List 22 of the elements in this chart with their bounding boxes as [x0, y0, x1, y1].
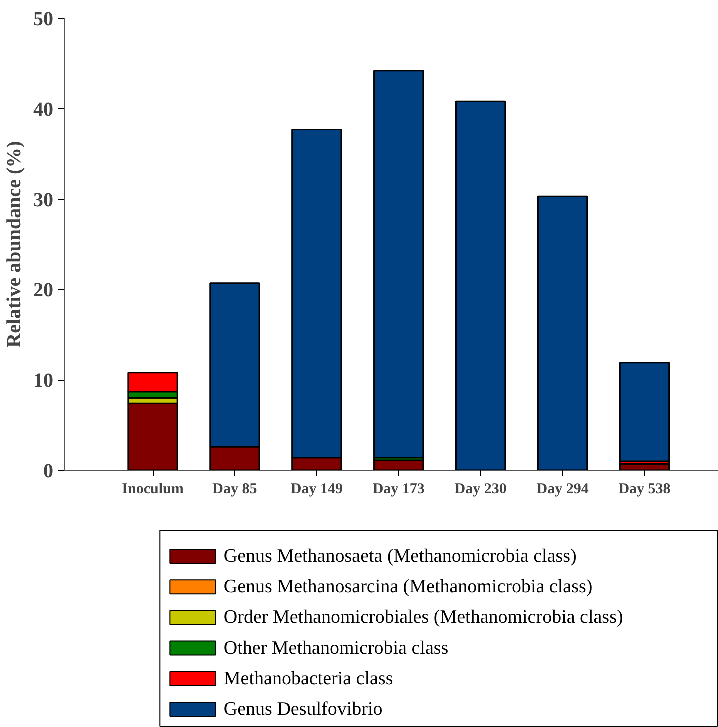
legend-label: Methanobacteria class	[224, 668, 394, 690]
x-tick-label: Day 230	[454, 482, 507, 498]
legend-label: Genus Desulfovibrio	[224, 699, 383, 720]
y-tick-label: 30	[34, 189, 54, 212]
legend-label: Genus Methanosaeta (Methanomicrobia class)	[224, 546, 577, 567]
legend-label: Other Methanomicrobia class	[224, 638, 449, 659]
y-tick-label: 20	[34, 280, 54, 302]
x-tick-label: Day 149	[290, 482, 343, 498]
y-tick-label: 0	[44, 460, 54, 482]
x-tick-label: Inoculum	[122, 482, 184, 498]
legend-label: Genus Methanosarcina (Methanomicrobia class)	[224, 576, 593, 598]
y-tick-label: 10	[34, 370, 54, 392]
x-tick-label: Day 538	[618, 482, 671, 498]
y-tick-label: 50	[34, 8, 54, 30]
bar	[619, 362, 670, 462]
y-axis-title: Relative abundance (%)	[4, 141, 26, 348]
x-tick-label: Day 294	[536, 482, 590, 498]
x-tick-label: Day 85	[212, 482, 258, 498]
x-tick-label: Day 173	[372, 482, 425, 498]
y-tick-label: 40	[34, 98, 54, 121]
legend-label: Order Methanomicrobiales (Methanomicrobia class)	[224, 607, 624, 628]
bar	[374, 70, 424, 459]
